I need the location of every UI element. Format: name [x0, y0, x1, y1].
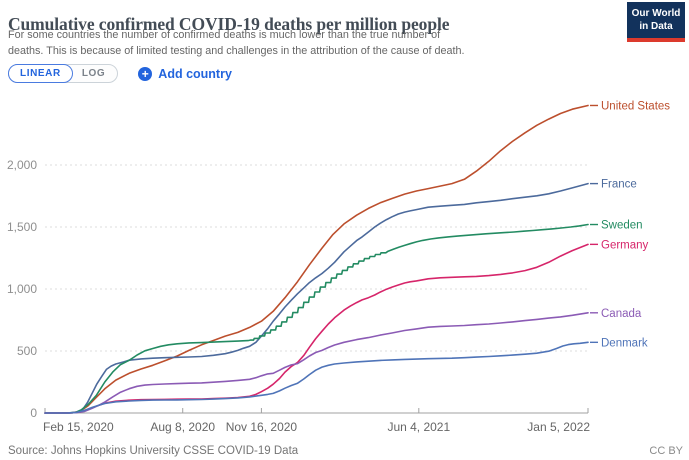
chart-subtitle: For some countries the number of confirm… [8, 29, 465, 57]
owid-logo-line2: in Data [639, 20, 673, 32]
series-line-denmark[interactable] [44, 341, 589, 414]
series-label-france[interactable]: France [601, 179, 637, 191]
series-line-sweden[interactable] [44, 223, 589, 414]
series-label-germany[interactable]: Germany [601, 239, 649, 251]
log-button[interactable]: LOG [72, 65, 117, 82]
y-tick-label: 1,000 [7, 282, 37, 296]
y-tick-label: 2,000 [7, 158, 37, 172]
series-line-france[interactable] [44, 182, 589, 414]
series-line-united-states[interactable] [44, 104, 589, 414]
add-country-button[interactable]: + Add country [138, 66, 232, 81]
series-line-canada[interactable] [44, 311, 589, 414]
series-label-sweden[interactable]: Sweden [601, 220, 643, 232]
x-tick-label: Jun 4, 2021 [387, 420, 450, 434]
x-tick-label: Nov 16, 2020 [226, 420, 298, 434]
series-label-denmark[interactable]: Denmark [601, 337, 648, 349]
plus-icon: + [138, 66, 153, 81]
series-line-germany[interactable] [44, 243, 589, 414]
x-tick-label: Aug 8, 2020 [150, 420, 215, 434]
chart-canvas[interactable]: 0 500 1,000 1,500 2,000 Feb 15, 2020 Aug 8, 20… [0, 90, 689, 446]
owid-logo[interactable]: Our World in Data [627, 2, 685, 42]
add-country-label: Add country [158, 66, 232, 81]
series-label-canada[interactable]: Canada [601, 308, 642, 320]
y-tick-label: 1,500 [7, 220, 37, 234]
chart-controls: LINEAR LOG + Add country [8, 64, 232, 83]
y-tick-label: 0 [30, 406, 37, 420]
x-tick-label: Feb 15, 2020 [43, 420, 114, 434]
series-label-united-states[interactable]: United States [601, 100, 670, 112]
owid-logo-line1: Our World [631, 8, 681, 19]
page-title: Cumulative confirmed COVID-19 deaths per… [8, 13, 450, 34]
y-tick-label: 500 [17, 344, 37, 358]
scale-toggle: LINEAR LOG [8, 64, 119, 83]
x-tick-label: Jan 5, 2022 [527, 420, 590, 434]
source-attribution[interactable]: Source: Johns Hopkins University CSSE CO… [8, 445, 299, 457]
linear-button[interactable]: LINEAR [8, 64, 73, 83]
license-badge[interactable]: CC BY [649, 445, 683, 457]
